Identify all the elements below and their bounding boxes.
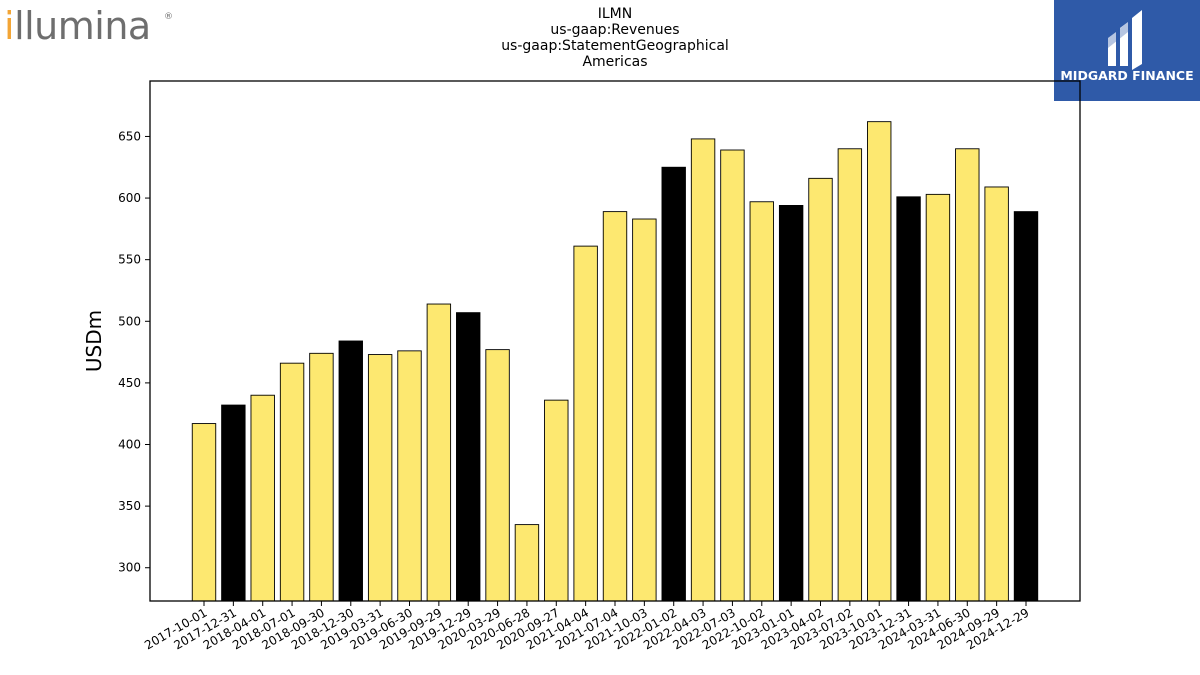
y-axis-label: USDm — [82, 310, 106, 372]
bar-2024-12-29 — [1013, 211, 1039, 602]
title-axis: us-gaap:StatementGeographical — [501, 38, 729, 54]
y-tick-label: 450 — [118, 376, 141, 390]
bar-2021-07-04 — [602, 211, 628, 602]
bar-2023-12-31 — [896, 196, 921, 602]
bar-2018-07-01 — [279, 362, 305, 602]
y-tick-label: 650 — [118, 129, 141, 143]
bar-2020-09-27 — [544, 399, 569, 602]
bar-2024-06-30 — [955, 148, 980, 602]
bar-2022-10-02 — [749, 201, 774, 602]
bar-2017-10-01 — [191, 423, 217, 602]
y-axis: 300 350 400 450 500 550 600 650 — [118, 129, 150, 575]
bar-2021-10-03 — [632, 218, 657, 602]
bar-2021-04-04 — [573, 245, 598, 602]
title-concept: us-gaap:Revenues — [550, 22, 680, 38]
bar-2022-07-03 — [720, 149, 745, 602]
illumina-wordmark: illumina — [4, 4, 151, 48]
midgard-mark-icon — [1108, 10, 1142, 70]
y-tick-label: 300 — [118, 561, 141, 575]
title-member: Americas — [582, 54, 648, 70]
x-axis: 2017-10-012017-12-312018-04-012018-07-01… — [142, 601, 1032, 652]
bar-2018-12-30 — [338, 340, 363, 602]
bar-2023-07-02 — [837, 148, 863, 602]
bar-2020-06-28 — [514, 524, 540, 602]
bar-2017-12-31 — [221, 404, 246, 602]
title-ticker: ILMN — [597, 6, 633, 22]
bar-2022-01-02 — [661, 166, 686, 602]
y-tick-label: 550 — [118, 253, 141, 267]
bar-2024-09-29 — [984, 186, 1009, 602]
bar-2023-01-01 — [778, 205, 804, 602]
bar-2022-04-03 — [690, 138, 716, 602]
bar-2024-03-31 — [925, 193, 951, 602]
illumina-logo: illumina ® — [4, 4, 174, 48]
bar-2019-06-30 — [397, 350, 422, 602]
bar-2023-10-01 — [867, 121, 892, 602]
bar-2023-04-02 — [808, 177, 833, 602]
y-tick-label: 400 — [118, 438, 141, 452]
midgard-finance-text: MIDGARD FINANCE — [1060, 68, 1194, 83]
bar-2019-12-29 — [456, 312, 481, 602]
bars-group — [191, 121, 1039, 602]
bar-2018-09-30 — [309, 352, 334, 602]
bar-2020-03-29 — [485, 349, 510, 602]
y-tick-label: 350 — [118, 499, 141, 513]
y-tick-label: 500 — [118, 314, 141, 328]
chart-title: ILMN us-gaap:Revenues us-gaap:StatementG… — [415, 6, 815, 70]
registered-mark: ® — [164, 12, 173, 22]
bar-2019-03-31 — [367, 354, 393, 602]
y-tick-label: 600 — [118, 191, 141, 205]
midgard-finance-logo: MIDGARD FINANCE — [1054, 0, 1200, 101]
bar-2018-04-01 — [250, 394, 275, 602]
bar-2019-09-29 — [426, 303, 452, 602]
